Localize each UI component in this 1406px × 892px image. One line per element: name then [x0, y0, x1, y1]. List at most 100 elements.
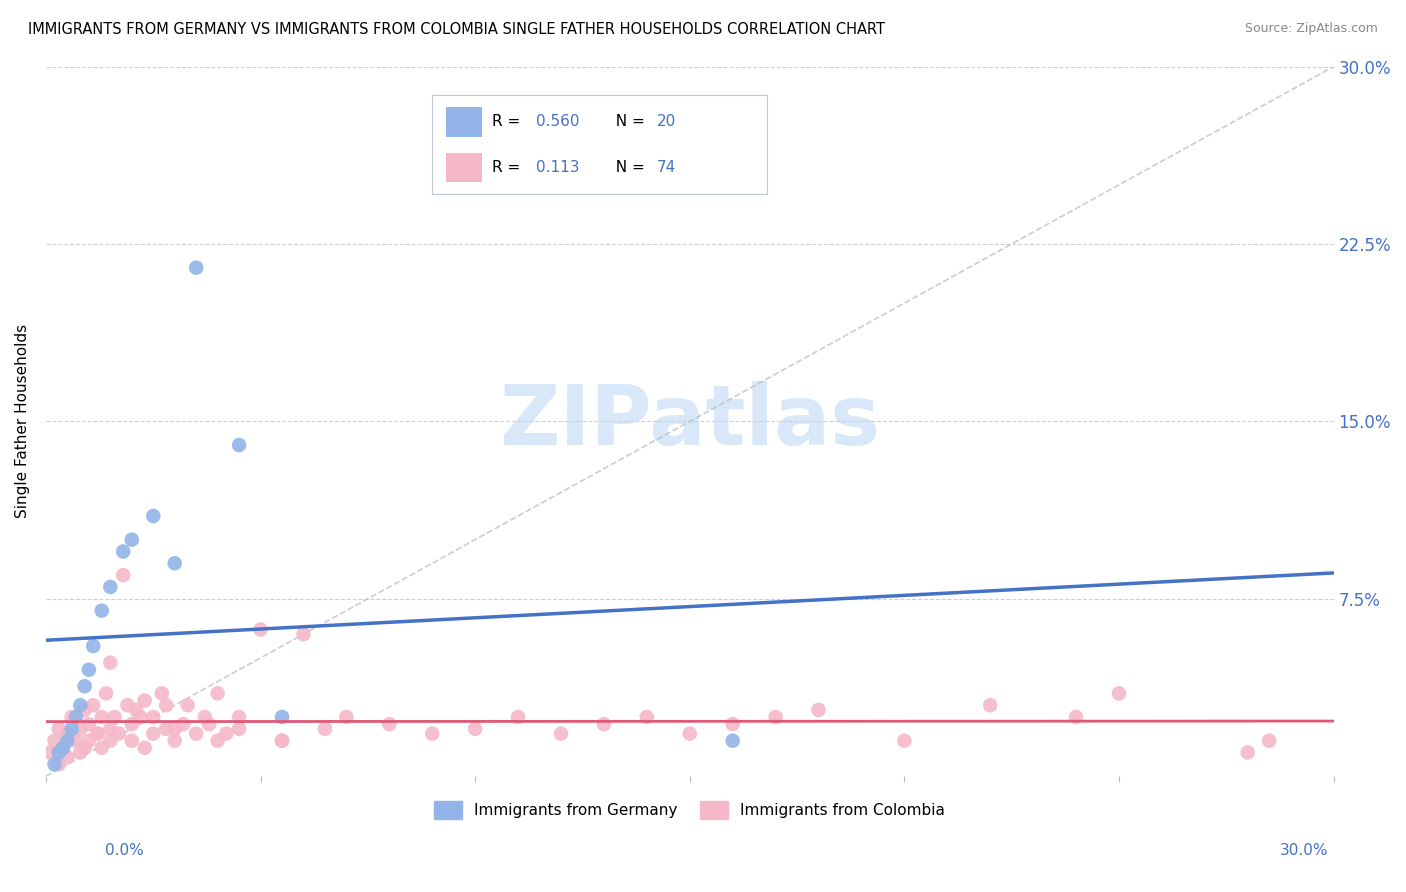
Point [721, 733, 744, 747]
Point [636, 710, 658, 724]
Point [292, 627, 315, 641]
Point [464, 722, 486, 736]
Point [86, 726, 108, 740]
Point [134, 693, 156, 707]
Point [1108, 686, 1130, 700]
Point [420, 726, 443, 740]
Point [98, 580, 121, 594]
Point [82, 698, 104, 713]
Point [314, 722, 336, 736]
Point [98, 733, 121, 747]
Point [335, 710, 357, 724]
Point [207, 686, 229, 700]
Point [77, 717, 100, 731]
Point [142, 726, 165, 740]
Point [893, 733, 915, 747]
Point [378, 717, 401, 731]
Legend: Immigrants from Germany, Immigrants from Colombia: Immigrants from Germany, Immigrants from… [429, 795, 952, 825]
Point [60, 722, 83, 736]
Point [44, 733, 66, 747]
Point [69, 698, 91, 713]
Point [163, 733, 186, 747]
Point [73, 703, 96, 717]
Point [228, 438, 250, 452]
Point [142, 710, 165, 724]
Point [134, 740, 156, 755]
Text: 0.0%: 0.0% [105, 843, 145, 858]
Point [198, 717, 221, 731]
Point [979, 698, 1001, 713]
Text: ZIPatlas: ZIPatlas [499, 381, 880, 462]
Point [56, 750, 79, 764]
Point [69, 722, 91, 736]
Text: 30.0%: 30.0% [1281, 843, 1329, 858]
Point [98, 722, 121, 736]
Point [73, 740, 96, 755]
Point [56, 726, 79, 740]
Point [65, 733, 87, 747]
Point [176, 698, 198, 713]
Point [155, 698, 177, 713]
Point [90, 710, 112, 724]
Point [506, 710, 529, 724]
Point [765, 710, 787, 724]
Point [52, 740, 75, 755]
Point [186, 260, 208, 275]
Point [94, 686, 117, 700]
Point [228, 710, 250, 724]
Point [112, 568, 135, 582]
Point [73, 679, 96, 693]
Point [125, 703, 148, 717]
Point [271, 733, 294, 747]
Point [48, 757, 70, 772]
Point [215, 726, 238, 740]
Point [163, 722, 186, 736]
Point [150, 686, 173, 700]
Point [77, 733, 100, 747]
Point [271, 733, 294, 747]
Point [44, 757, 66, 772]
Point [172, 717, 194, 731]
Point [69, 746, 91, 760]
Point [90, 604, 112, 618]
Point [593, 717, 616, 731]
Point [249, 623, 271, 637]
Point [807, 703, 830, 717]
Point [98, 656, 121, 670]
Point [163, 557, 186, 571]
Point [550, 726, 572, 740]
Point [90, 740, 112, 755]
Text: Source: ZipAtlas.com: Source: ZipAtlas.com [1244, 22, 1378, 36]
Point [121, 533, 143, 547]
Point [52, 740, 75, 755]
Point [228, 722, 250, 736]
Point [155, 722, 177, 736]
Point [86, 726, 108, 740]
Point [679, 726, 702, 740]
Point [721, 717, 744, 731]
Point [142, 508, 165, 523]
Point [48, 746, 70, 760]
Point [108, 726, 131, 740]
Point [271, 710, 294, 724]
Point [112, 544, 135, 558]
Point [1258, 733, 1281, 747]
Point [1236, 746, 1258, 760]
Point [194, 710, 217, 724]
Point [65, 710, 87, 724]
Point [60, 710, 83, 724]
Point [207, 733, 229, 747]
Point [39, 746, 62, 760]
Point [82, 639, 104, 653]
Point [77, 663, 100, 677]
Point [48, 722, 70, 736]
Point [1064, 710, 1087, 724]
Point [104, 710, 127, 724]
Point [121, 717, 143, 731]
Point [129, 710, 152, 724]
Y-axis label: Single Father Households: Single Father Households [15, 325, 30, 518]
Point [56, 733, 79, 747]
Point [117, 698, 139, 713]
Point [121, 733, 143, 747]
Point [186, 726, 208, 740]
